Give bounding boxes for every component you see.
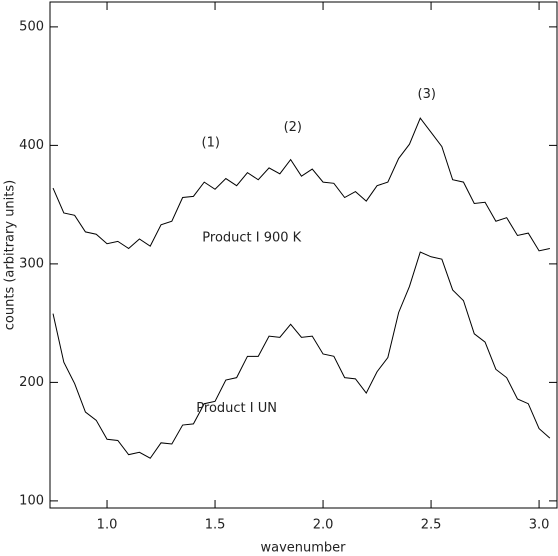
annotation: Product I 900 K — [202, 230, 301, 245]
data-line — [52, 251, 551, 459]
annotation: Product I UN — [196, 401, 277, 416]
y-tick-label: 200 — [19, 375, 44, 390]
annotation: (3) — [418, 87, 436, 102]
plot-frame — [49, 1, 558, 509]
x-tick-label: 3.0 — [529, 518, 550, 533]
y-tick-label: 400 — [19, 138, 44, 153]
y-tick-label: 300 — [19, 256, 44, 271]
x-tick-label: 2.5 — [421, 518, 442, 533]
y-tick-label: 500 — [19, 19, 44, 34]
data-line — [52, 117, 550, 252]
x-axis-label: wavenumber — [260, 541, 346, 556]
annotation: (1) — [202, 136, 220, 151]
y-axis-label: counts (arbitrary units) — [3, 180, 18, 330]
x-tick-label: 1.0 — [97, 518, 118, 533]
x-tick-label: 2.0 — [313, 518, 334, 533]
x-tick-label: 1.5 — [205, 518, 226, 533]
annotation: (2) — [284, 120, 302, 135]
y-tick-label: 100 — [19, 493, 44, 508]
